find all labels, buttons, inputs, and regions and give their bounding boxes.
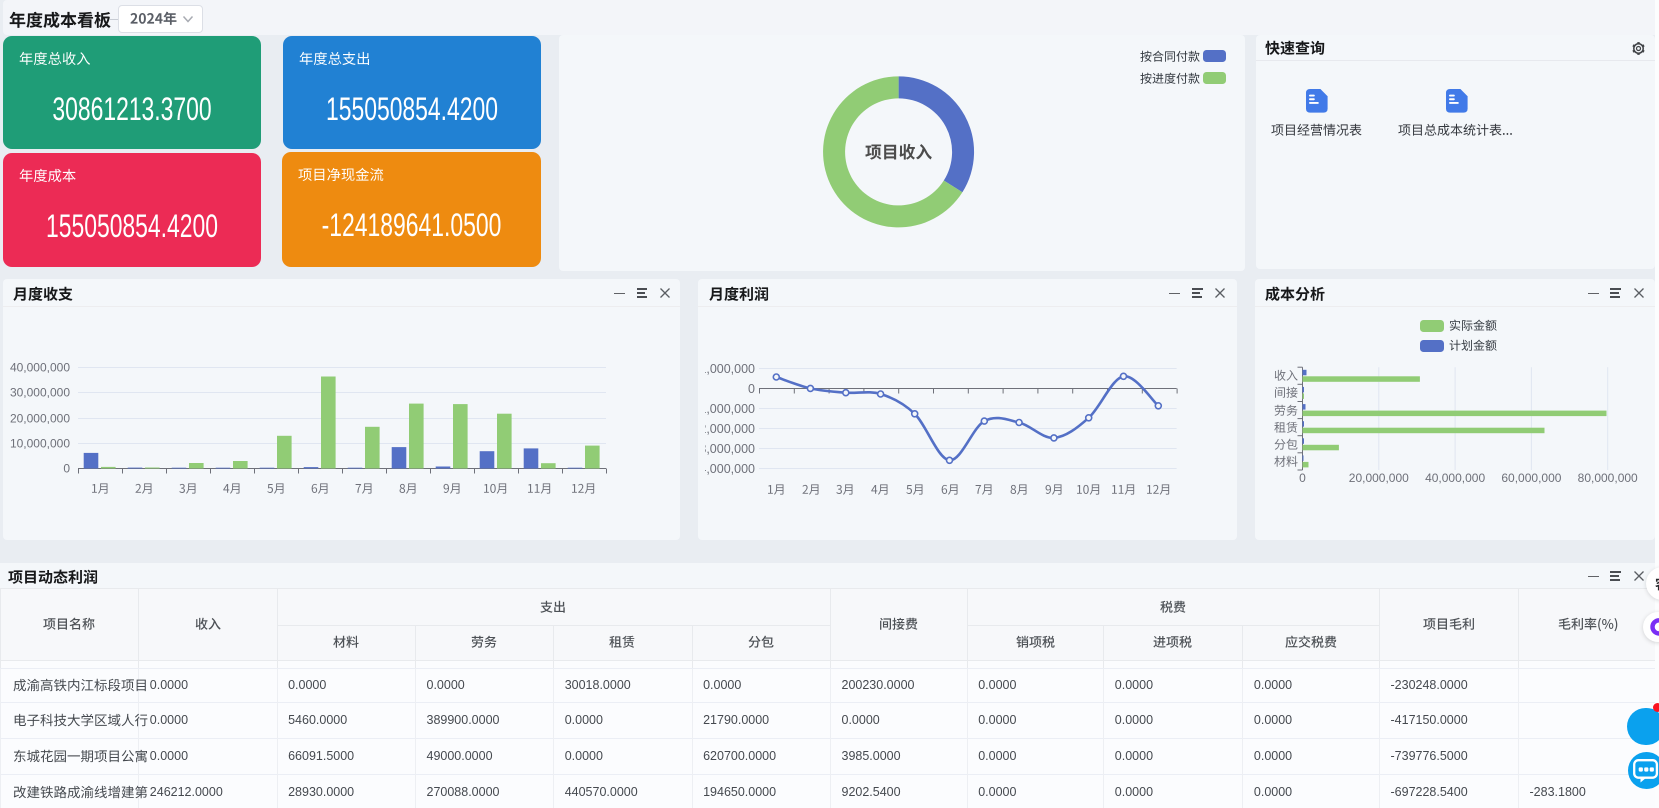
- svg-text:30,000,000: 30,000,000: [10, 386, 70, 400]
- svg-text:0: 0: [1299, 471, 1306, 485]
- svg-text:0: 0: [63, 462, 70, 476]
- svg-text:60,000,000: 60,000,000: [1501, 471, 1561, 485]
- svg-text:-3,000,000: -3,000,000: [698, 442, 755, 456]
- svg-text:-4,000,000: -4,000,000: [698, 462, 755, 476]
- svg-text:80,000,000: 80,000,000: [1578, 471, 1638, 485]
- svg-text:0: 0: [748, 382, 755, 396]
- svg-text:20,000,000: 20,000,000: [1349, 471, 1409, 485]
- svg-text:40,000,000: 40,000,000: [1425, 471, 1485, 485]
- svg-text:-2,000,000: -2,000,000: [698, 422, 755, 436]
- svg-text:40,000,000: 40,000,000: [10, 361, 70, 375]
- svg-text:10,000,000: 10,000,000: [10, 437, 70, 451]
- svg-text:20,000,000: 20,000,000: [10, 412, 70, 426]
- svg-text:1,000,000: 1,000,000: [699, 362, 755, 376]
- svg-text:-1,000,000: -1,000,000: [698, 402, 755, 416]
